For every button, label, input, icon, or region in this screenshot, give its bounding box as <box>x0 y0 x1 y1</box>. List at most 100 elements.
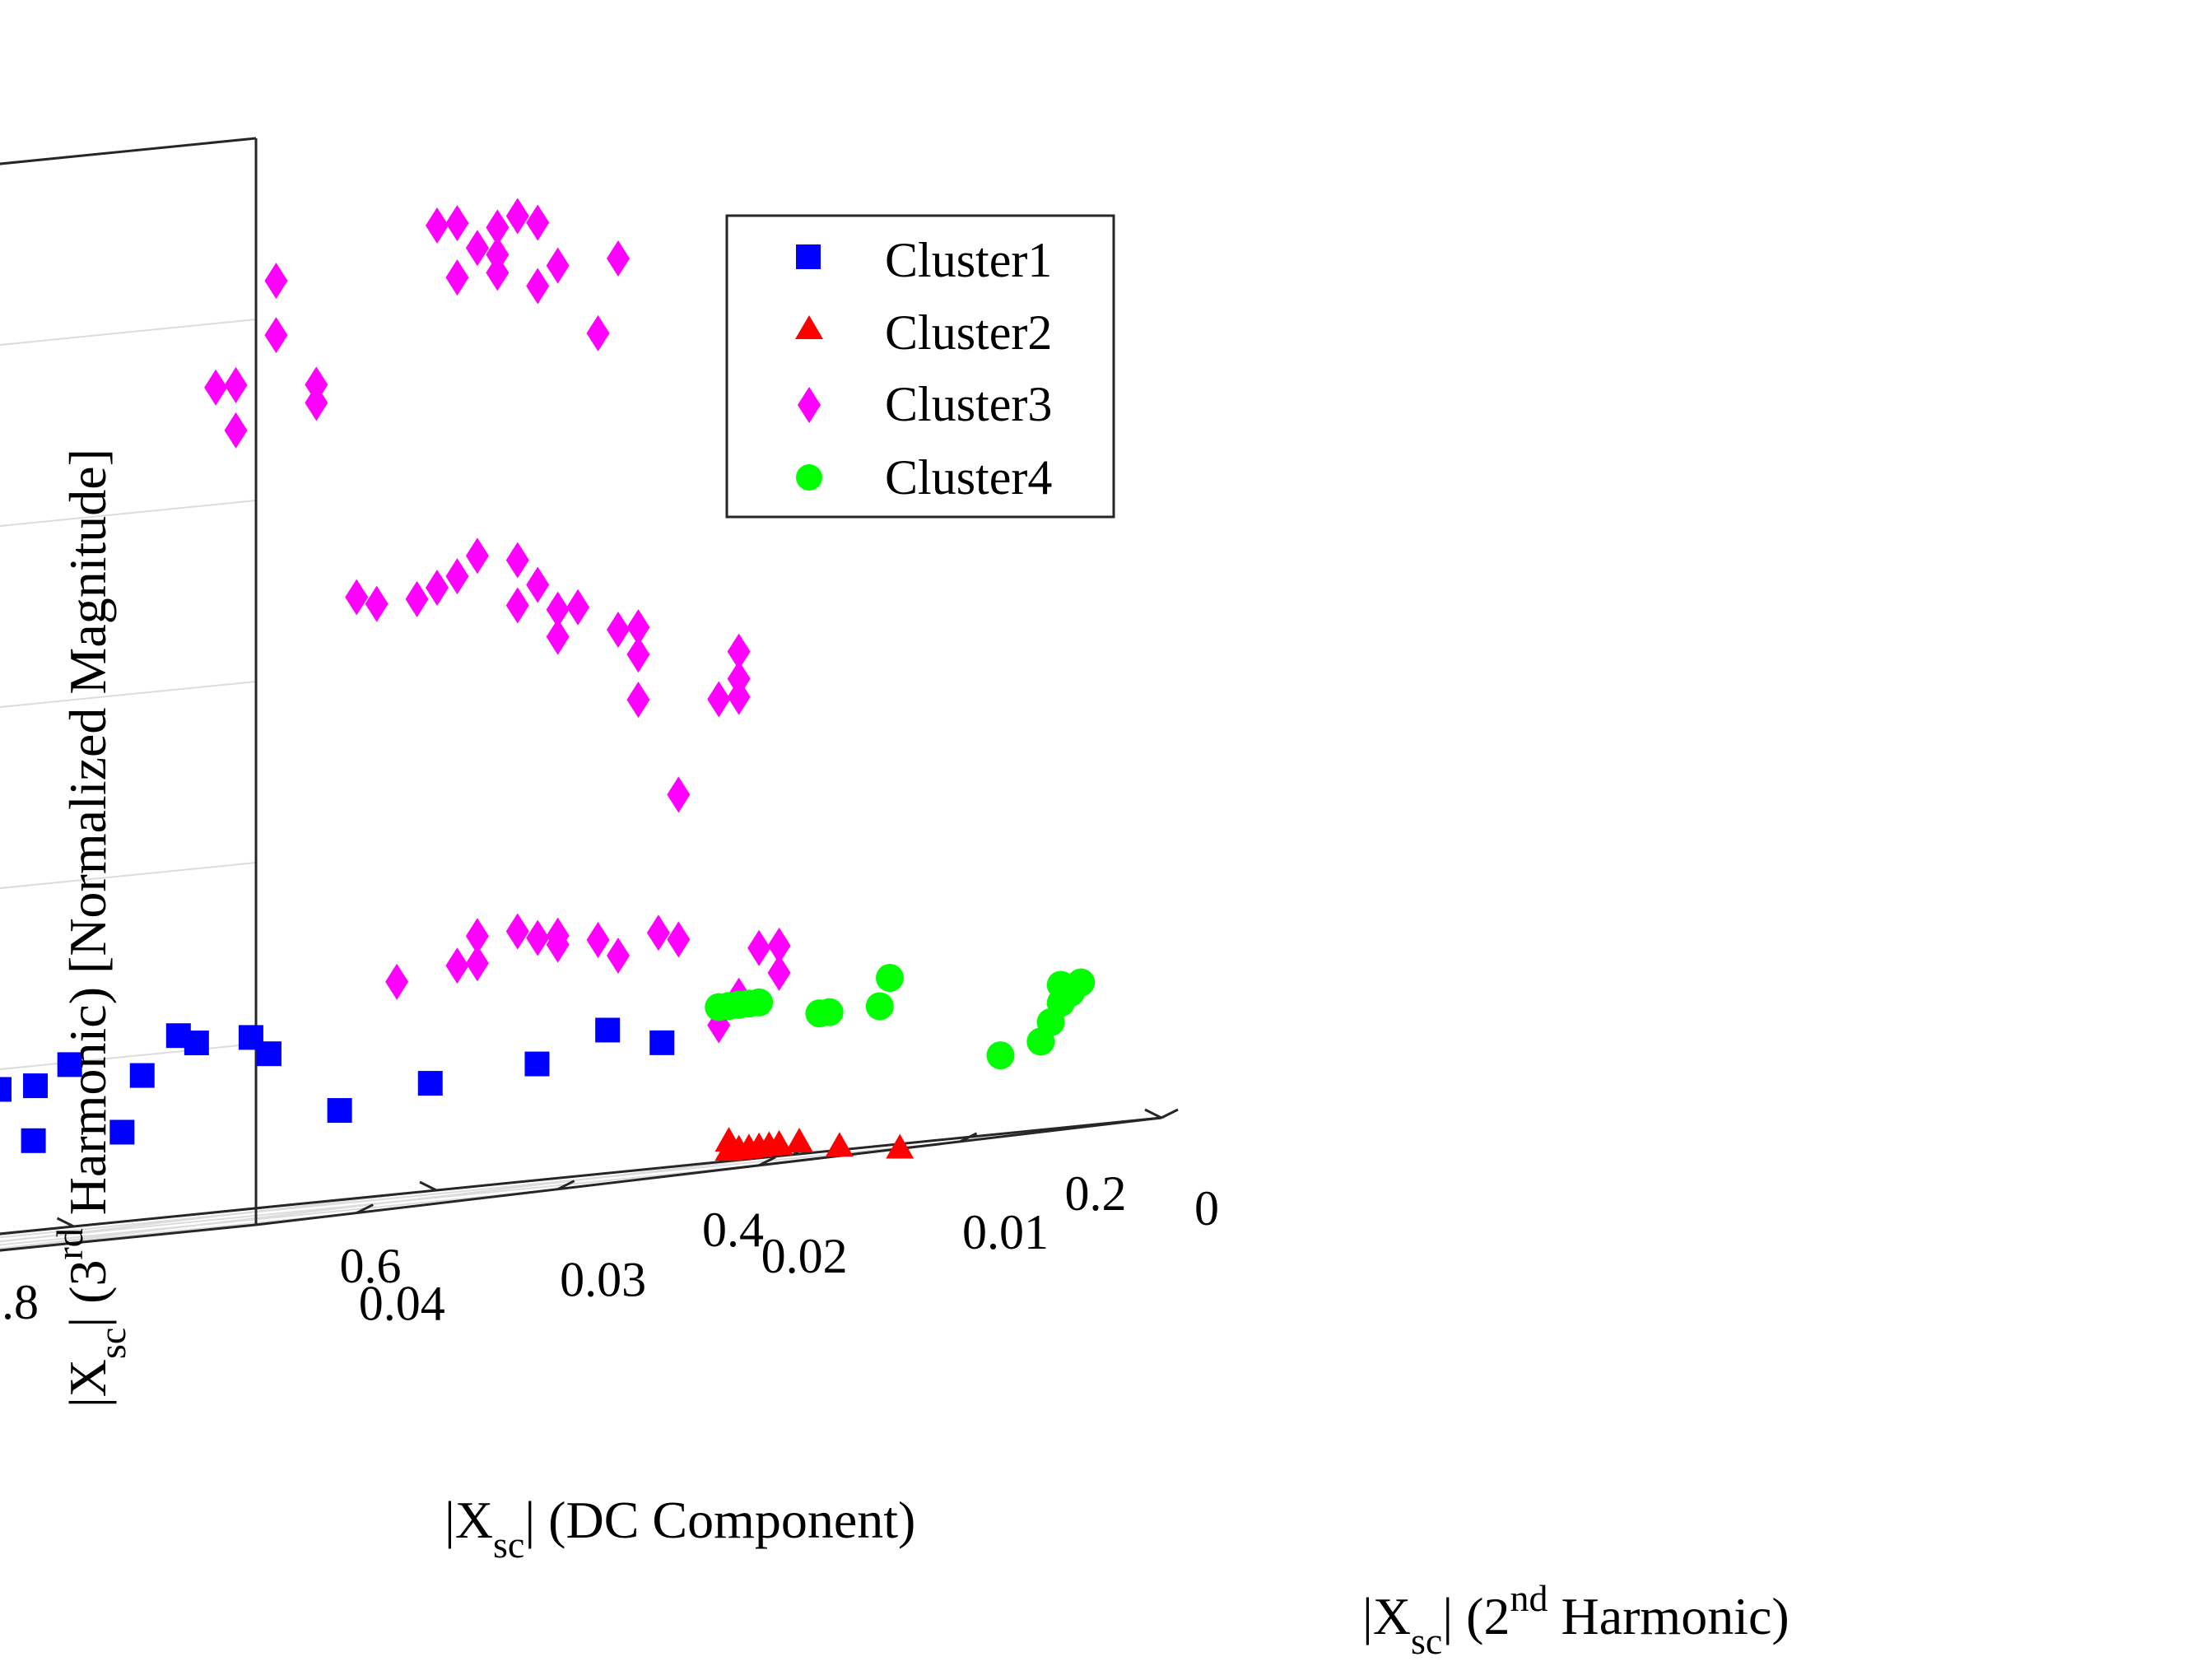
point-cluster3 <box>445 947 469 984</box>
x-tick-label: 0.4 <box>702 1203 764 1257</box>
point-cluster3 <box>626 609 650 646</box>
y-tick-mark <box>1161 1108 1179 1119</box>
legend-label-cluster4: Cluster4 <box>885 450 1052 505</box>
point-cluster1 <box>595 1017 621 1043</box>
gridline-y-floor <box>0 1212 357 1250</box>
y-axis-title: |Xsc| (2nd Harmonic) <box>1362 1577 1789 1662</box>
point-cluster3 <box>224 366 248 403</box>
gridline-y-floor <box>0 1164 760 1242</box>
point-cluster1 <box>327 1098 352 1124</box>
y-tick-label: 0.03 <box>560 1253 646 1307</box>
axes-edge <box>0 1223 257 1252</box>
point-cluster3 <box>405 580 429 617</box>
gridline-y-floor <box>0 1140 961 1239</box>
y-tick-label: 0.01 <box>962 1205 1049 1259</box>
point-cluster3 <box>626 636 650 673</box>
point-cluster2 <box>765 1129 793 1155</box>
point-cluster3 <box>445 259 469 296</box>
point-cluster3 <box>345 579 369 616</box>
legend-marker-cluster4 <box>796 464 822 491</box>
y-tick-mark <box>758 1156 776 1167</box>
point-cluster3 <box>546 618 570 655</box>
point-cluster1 <box>129 1063 155 1088</box>
x-tick-mark <box>56 1217 75 1228</box>
axes-edge <box>0 137 257 165</box>
legend-marker-cluster2 <box>795 315 823 339</box>
point-cluster1 <box>256 1041 282 1067</box>
z-axis-title: |Xsc| (3rd Harmonic) [Normalized Magnitu… <box>49 449 133 1408</box>
point-cluster3 <box>426 207 449 244</box>
axes-edge <box>255 1116 1162 1226</box>
x-tick-mark <box>419 1180 437 1192</box>
point-cluster3 <box>505 913 529 950</box>
point-cluster1 <box>184 1030 209 1055</box>
legend-label-cluster2: Cluster2 <box>885 305 1052 360</box>
point-cluster3 <box>526 268 550 305</box>
point-cluster3 <box>767 954 791 991</box>
gridline-z-backwall <box>0 681 257 709</box>
point-cluster1 <box>57 1052 82 1077</box>
legend-marker-cluster1 <box>796 244 821 269</box>
point-cluster3 <box>646 914 670 952</box>
point-cluster3 <box>586 314 610 351</box>
gridline-x-floor <box>0 1153 799 1250</box>
point-cluster4 <box>745 988 774 1017</box>
gridline-z-backwall <box>0 1043 257 1071</box>
point-cluster3 <box>526 919 550 956</box>
x-tick-label: 0.8 <box>0 1275 39 1329</box>
legend-box <box>725 214 1115 519</box>
gridline-y-floor <box>0 1188 558 1246</box>
legend-label-cluster1: Cluster1 <box>885 233 1052 287</box>
point-cluster3 <box>607 612 630 648</box>
point-cluster3 <box>526 566 550 603</box>
gridline-z-backwall <box>0 319 257 347</box>
point-cluster3 <box>727 633 751 670</box>
point-cluster3 <box>486 209 510 246</box>
point-cluster4 <box>865 992 894 1021</box>
x-axis-title: |Xsc| (DC Component) <box>444 1491 915 1566</box>
gridline-x-floor <box>0 1189 437 1243</box>
point-cluster3 <box>426 570 449 606</box>
point-cluster3 <box>204 369 228 406</box>
point-cluster3 <box>465 538 489 575</box>
x-tick-label: 0.2 <box>1065 1166 1127 1221</box>
gridline-z-backwall <box>0 500 257 528</box>
point-cluster3 <box>305 384 328 421</box>
point-cluster1 <box>109 1119 135 1145</box>
point-cluster3 <box>607 938 630 974</box>
point-cluster3 <box>566 589 590 626</box>
point-cluster3 <box>365 585 389 622</box>
point-cluster1 <box>417 1071 443 1096</box>
point-cluster3 <box>586 921 610 958</box>
point-cluster3 <box>465 945 489 982</box>
legend-label-cluster3: Cluster3 <box>885 377 1052 431</box>
point-cluster4 <box>986 1041 1015 1070</box>
point-cluster1 <box>524 1051 550 1077</box>
point-cluster3 <box>505 587 529 624</box>
y-tick-mark <box>356 1203 374 1214</box>
point-cluster3 <box>465 230 489 267</box>
point-cluster3 <box>385 963 409 1000</box>
legend: Cluster1 Cluster2 Cluster3 Cluster4 <box>725 214 1115 519</box>
point-cluster3 <box>505 542 529 579</box>
point-cluster3 <box>264 263 288 300</box>
point-cluster3 <box>526 204 550 241</box>
y-tick-label: 0.02 <box>761 1229 848 1283</box>
point-cluster3 <box>727 678 751 715</box>
point-cluster3 <box>767 927 791 964</box>
point-cluster1 <box>649 1030 675 1055</box>
y-tick-mark <box>556 1180 575 1191</box>
point-cluster4 <box>876 964 904 992</box>
point-cluster3 <box>546 247 570 284</box>
gridline-z-backwall <box>0 862 257 890</box>
point-cluster3 <box>626 682 650 719</box>
points-layer <box>0 198 1096 1161</box>
point-cluster3 <box>707 681 731 718</box>
point-cluster3 <box>465 918 489 955</box>
y-tick-label: 0 <box>1194 1181 1219 1236</box>
point-cluster3 <box>546 926 570 963</box>
x-tick-label: 0.6 <box>340 1239 402 1293</box>
point-cluster4 <box>1046 970 1075 999</box>
x-tick-mark <box>1144 1108 1162 1119</box>
